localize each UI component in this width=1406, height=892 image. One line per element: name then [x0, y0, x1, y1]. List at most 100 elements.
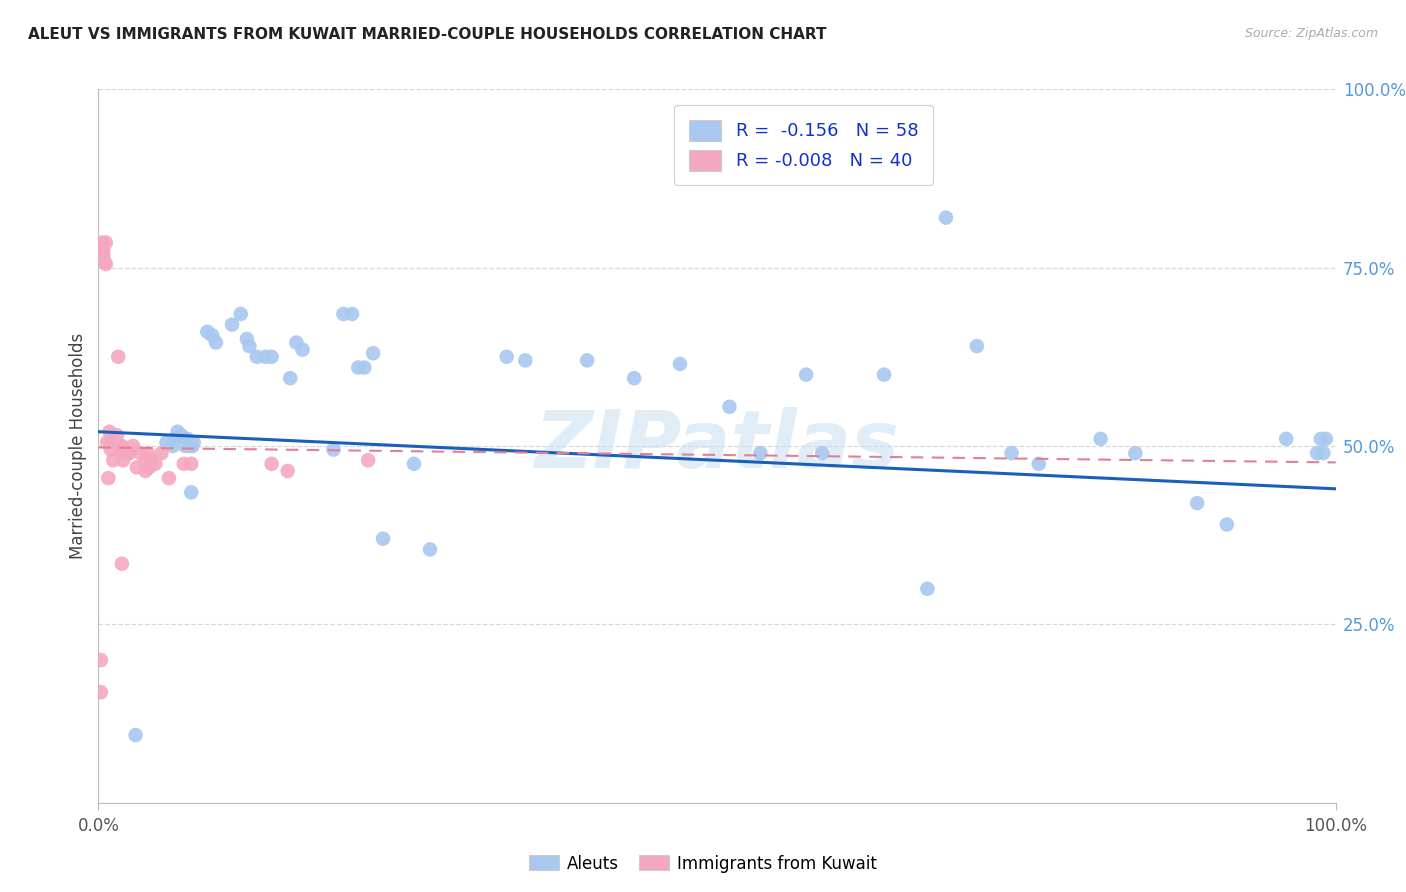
- Point: [1312, 446, 1334, 460]
- Point: [173, 457, 195, 471]
- Point: [115, 446, 138, 460]
- Point: [111, 439, 134, 453]
- Point: [1090, 432, 1112, 446]
- Legend: Aleuts, Immigrants from Kuwait: Aleuts, Immigrants from Kuwait: [522, 848, 884, 880]
- Point: [174, 439, 197, 453]
- Point: [166, 425, 188, 439]
- Point: [100, 435, 122, 450]
- Point: [332, 307, 354, 321]
- Point: [229, 307, 252, 321]
- Point: [124, 728, 146, 742]
- Point: [90, 653, 112, 667]
- Point: [122, 439, 145, 453]
- Point: [103, 453, 125, 467]
- Point: [278, 371, 301, 385]
- Point: [165, 432, 187, 446]
- Point: [180, 457, 202, 471]
- Point: [371, 532, 394, 546]
- Point: [285, 335, 308, 350]
- Point: [1028, 457, 1050, 471]
- Point: [260, 457, 283, 471]
- Point: [749, 446, 772, 460]
- Point: [134, 464, 156, 478]
- Point: [361, 346, 384, 360]
- Point: [1275, 432, 1298, 446]
- Point: [136, 446, 159, 460]
- Point: [353, 360, 375, 375]
- Point: [98, 425, 121, 439]
- Point: [181, 439, 204, 453]
- Point: [179, 439, 201, 453]
- Point: [201, 328, 224, 343]
- Point: [277, 464, 299, 478]
- Point: [1306, 446, 1329, 460]
- Point: [93, 255, 115, 269]
- Point: [101, 435, 124, 450]
- Point: [1185, 496, 1208, 510]
- Point: [94, 257, 117, 271]
- Point: [155, 435, 177, 450]
- Point: [129, 446, 152, 460]
- Y-axis label: Married-couple Households: Married-couple Households: [69, 333, 87, 559]
- Point: [623, 371, 645, 385]
- Point: [125, 460, 148, 475]
- Point: [205, 335, 228, 350]
- Point: [162, 439, 184, 453]
- Point: [100, 442, 122, 457]
- Point: [108, 439, 131, 453]
- Point: [576, 353, 599, 368]
- Point: [873, 368, 896, 382]
- Point: [811, 446, 834, 460]
- Point: [176, 432, 198, 446]
- Point: [105, 428, 128, 442]
- Point: [170, 428, 193, 442]
- Point: [260, 350, 283, 364]
- Point: [141, 453, 163, 467]
- Point: [93, 248, 115, 262]
- Point: [1216, 517, 1239, 532]
- Point: [966, 339, 988, 353]
- Point: [1123, 446, 1146, 460]
- Text: Source: ZipAtlas.com: Source: ZipAtlas.com: [1244, 27, 1378, 40]
- Point: [157, 471, 180, 485]
- Point: [917, 582, 939, 596]
- Point: [1315, 432, 1337, 446]
- Point: [669, 357, 692, 371]
- Point: [180, 485, 202, 500]
- Point: [419, 542, 441, 557]
- Point: [794, 368, 817, 382]
- Point: [402, 457, 425, 471]
- Point: [238, 339, 260, 353]
- Point: [143, 457, 166, 471]
- Point: [254, 350, 277, 364]
- Point: [246, 350, 269, 364]
- Point: [221, 318, 243, 332]
- Text: ALEUT VS IMMIGRANTS FROM KUWAIT MARRIED-COUPLE HOUSEHOLDS CORRELATION CHART: ALEUT VS IMMIGRANTS FROM KUWAIT MARRIED-…: [28, 27, 827, 42]
- Point: [112, 453, 135, 467]
- Point: [110, 446, 132, 460]
- Legend: R =  -0.156   N = 58, R = -0.008   N = 40: R = -0.156 N = 58, R = -0.008 N = 40: [675, 105, 934, 185]
- Point: [138, 460, 160, 475]
- Point: [291, 343, 314, 357]
- Point: [96, 435, 118, 450]
- Point: [90, 685, 112, 699]
- Point: [93, 243, 115, 257]
- Point: [183, 435, 205, 450]
- Point: [150, 446, 173, 460]
- Point: [515, 353, 537, 368]
- Point: [94, 235, 117, 250]
- Text: ZIPatlas: ZIPatlas: [534, 407, 900, 485]
- Point: [935, 211, 957, 225]
- Point: [1309, 432, 1331, 446]
- Point: [91, 235, 114, 250]
- Point: [195, 325, 218, 339]
- Point: [1000, 446, 1022, 460]
- Point: [347, 360, 370, 375]
- Point: [111, 557, 134, 571]
- Point: [322, 442, 344, 457]
- Point: [495, 350, 517, 364]
- Point: [118, 446, 141, 460]
- Point: [134, 453, 156, 467]
- Point: [97, 471, 120, 485]
- Point: [718, 400, 741, 414]
